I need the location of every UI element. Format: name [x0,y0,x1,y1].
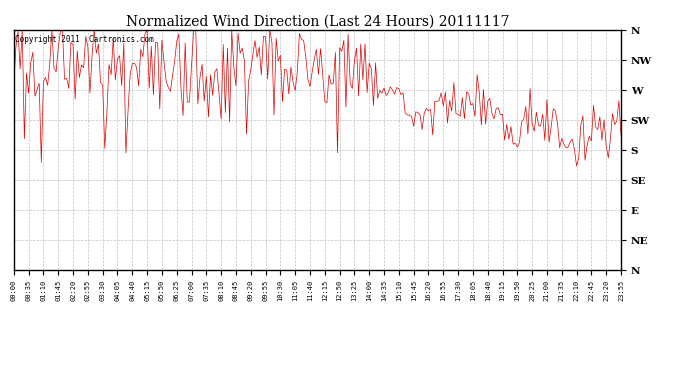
Title: Normalized Wind Direction (Last 24 Hours) 20111117: Normalized Wind Direction (Last 24 Hours… [126,15,509,29]
Text: Copyright 2011  Cartronics.com: Copyright 2011 Cartronics.com [15,35,154,44]
